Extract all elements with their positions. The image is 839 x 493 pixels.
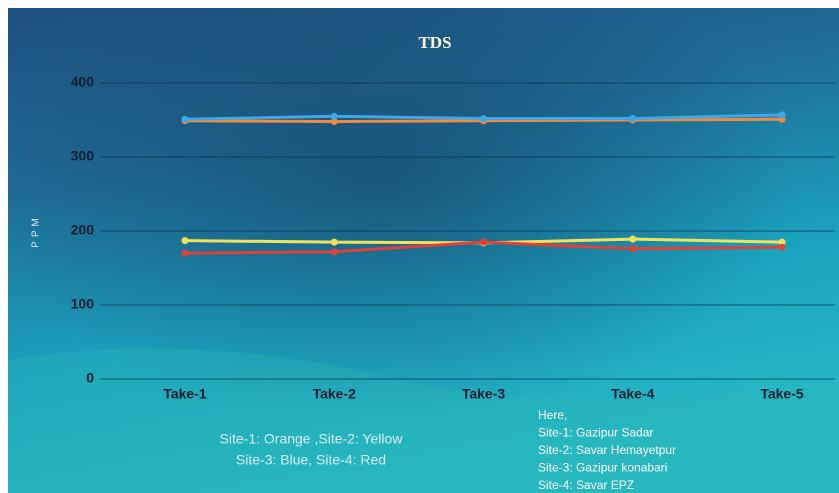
data-point — [480, 115, 487, 123]
x-tick-label: Take-5 — [760, 386, 804, 402]
x-tick-label: Take-1 — [163, 386, 207, 402]
chart-title: TDS — [418, 33, 451, 52]
data-point — [330, 238, 338, 246]
data-point — [181, 249, 189, 257]
site-note: Site-3: Gazipur konabari — [538, 461, 667, 475]
color-note: Site-1: Orange ,Site-2: Yellow — [220, 431, 404, 447]
data-point — [778, 111, 786, 119]
data-point — [181, 237, 189, 245]
color-note: Site-3: Blue, Site-4: Red — [236, 452, 386, 468]
site-note: Site-4: Savar EPZ — [538, 478, 634, 492]
data-point — [629, 235, 637, 243]
data-point — [181, 115, 189, 123]
background-shade — [8, 8, 839, 493]
y-tick-label: 200 — [71, 222, 95, 238]
data-point — [330, 112, 338, 120]
x-tick-label: Take-2 — [313, 386, 357, 402]
y-tick-label: 0 — [86, 370, 94, 386]
data-point — [629, 245, 637, 253]
y-tick-label: 100 — [71, 296, 95, 312]
data-point — [330, 248, 338, 256]
site-note: Site-2: Savar Hemayetpur — [538, 443, 676, 457]
data-point — [629, 115, 637, 123]
y-tick-label: 400 — [71, 74, 95, 90]
site-note: Site-1: Gazipur Sadar — [538, 426, 653, 440]
x-tick-label: Take-4 — [611, 386, 655, 402]
background-wave — [8, 348, 839, 493]
x-tick-label: Take-3 — [462, 386, 506, 402]
site-note: Here, — [538, 408, 567, 422]
data-point — [778, 238, 786, 246]
data-point — [778, 243, 786, 251]
y-axis-label: PPM — [31, 214, 42, 248]
y-tick-label: 300 — [71, 148, 95, 164]
data-point — [330, 117, 338, 125]
data-point — [480, 238, 487, 246]
